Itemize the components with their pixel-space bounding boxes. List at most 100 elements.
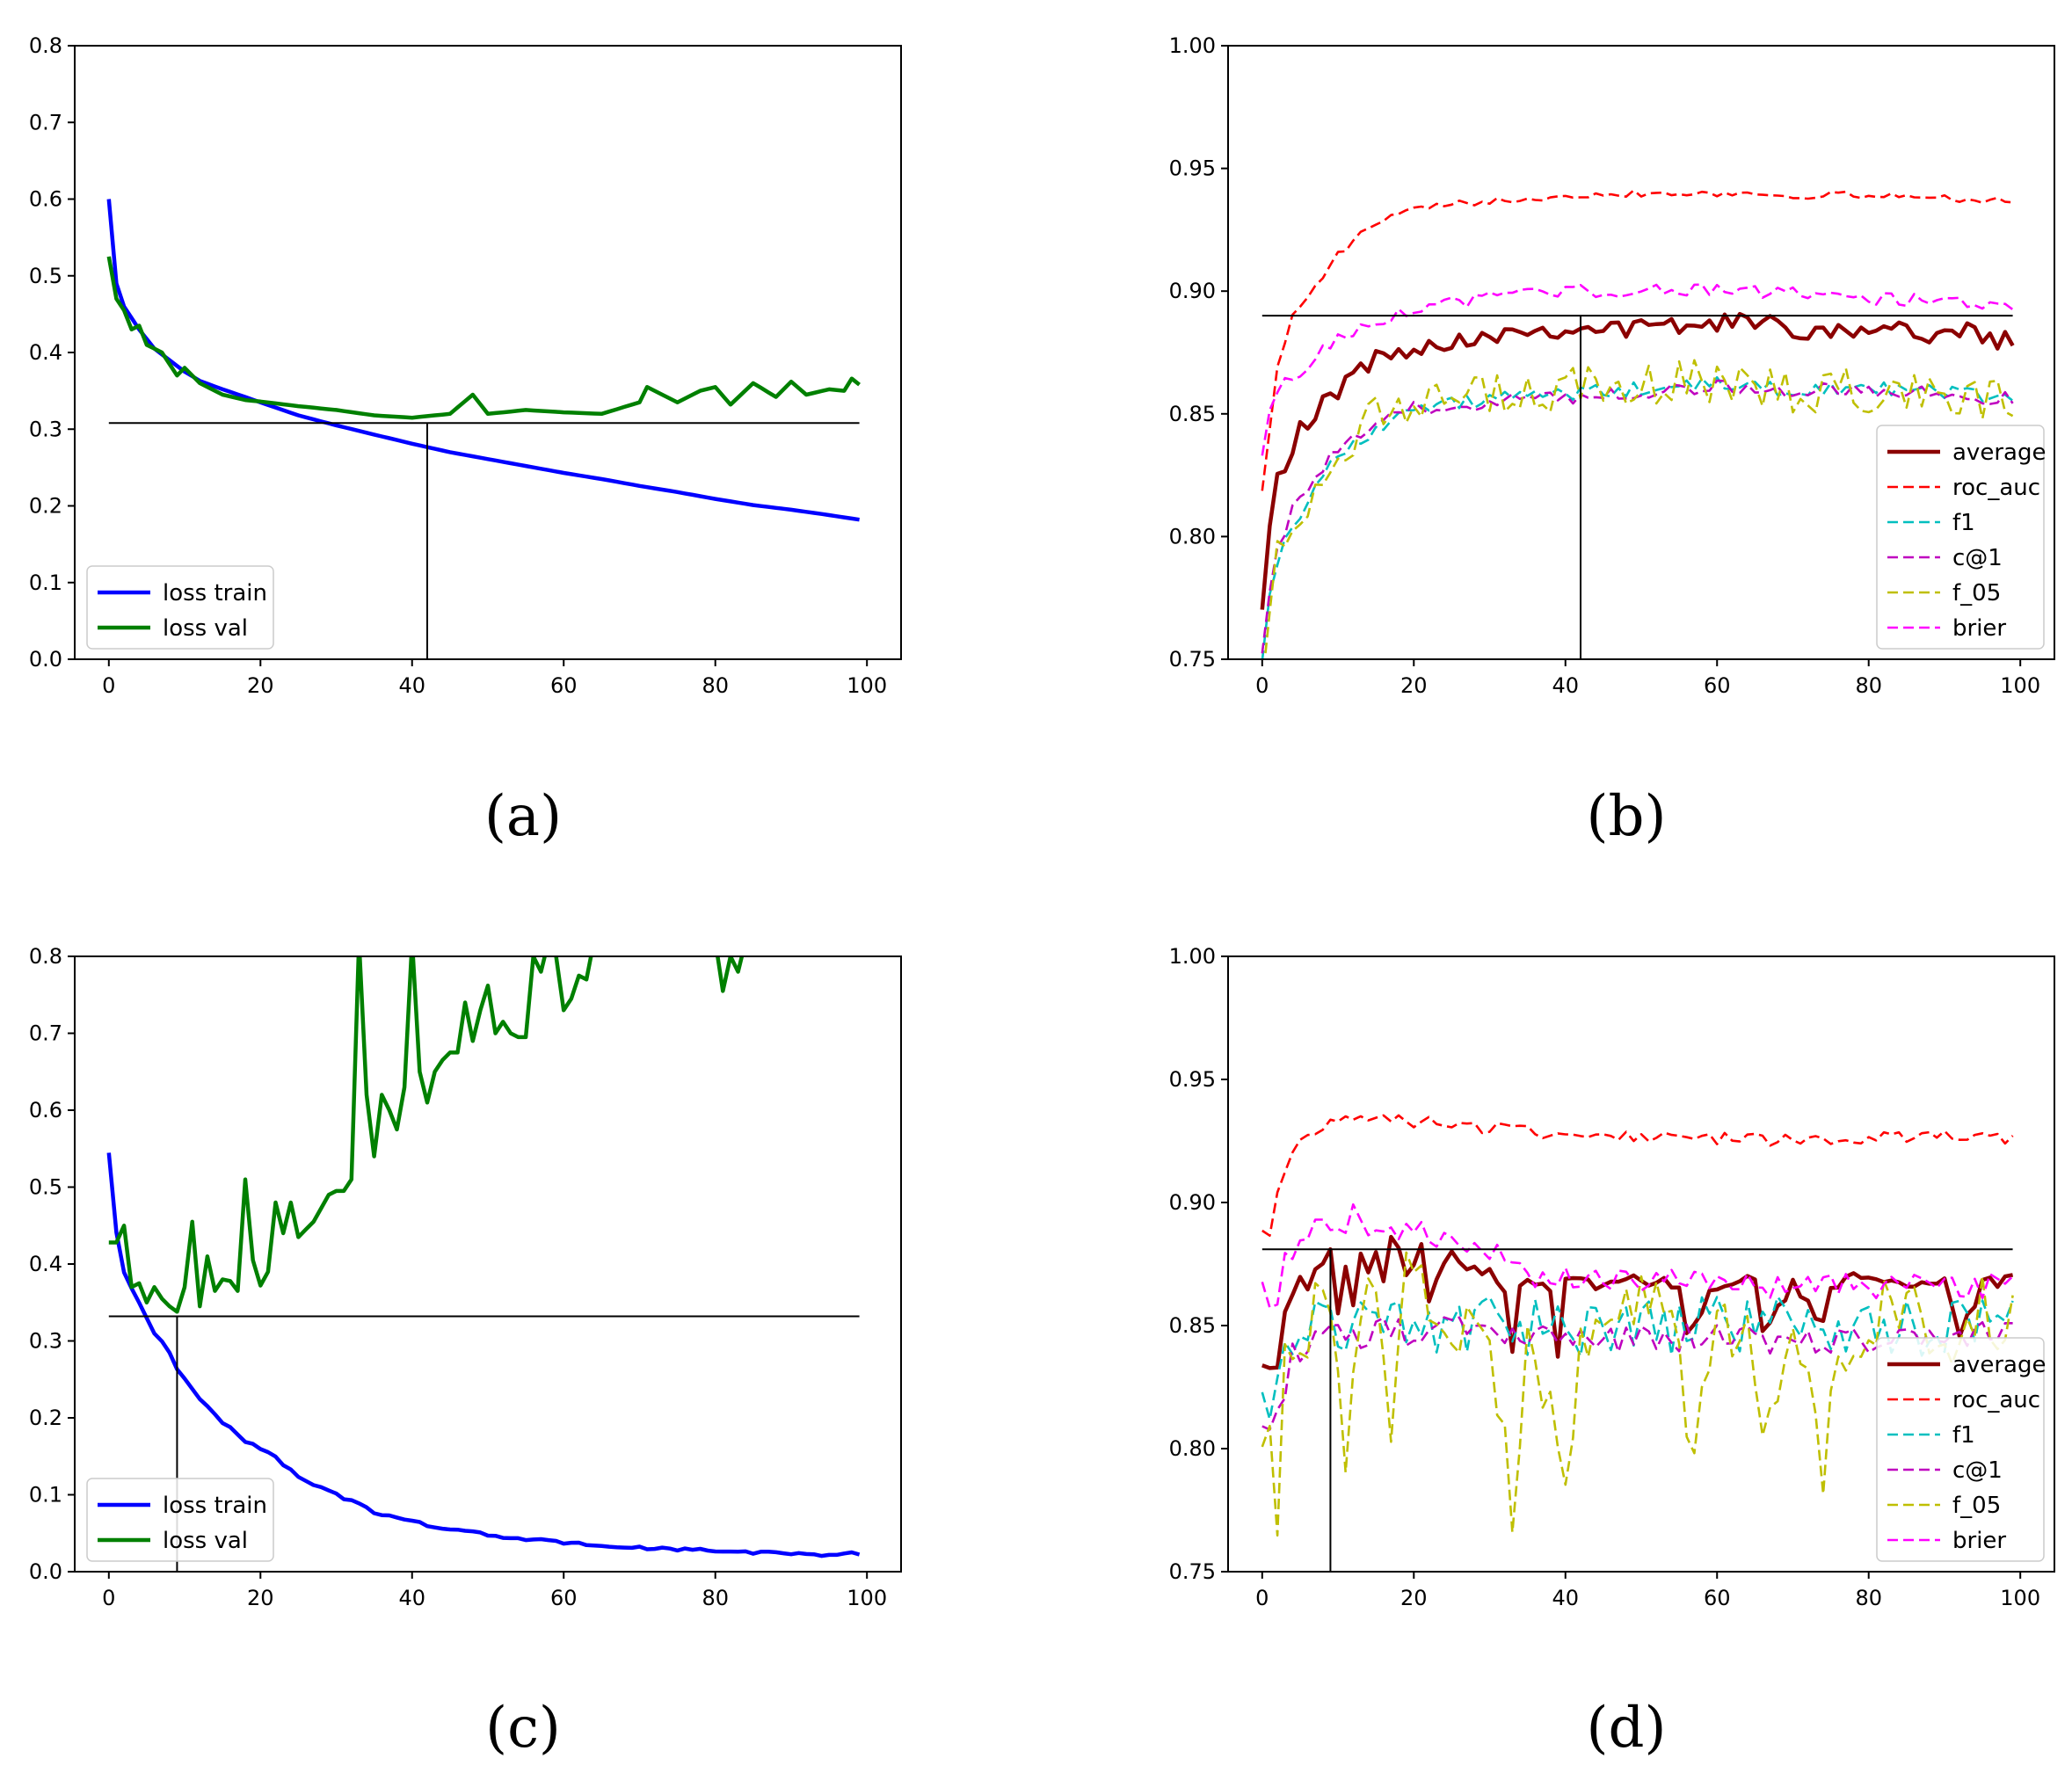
plot-area [75, 956, 901, 1572]
x-tick-label: 40 [1552, 1586, 1579, 1610]
x-tick-label: 100 [847, 1586, 887, 1610]
plot-series-group [106, 199, 861, 522]
legend-label: brier [1952, 1528, 2006, 1554]
x-tick-label: 100 [2000, 673, 2040, 698]
chart-panel-c: 0.0 0.1 0.2 0.3 0.4 0.5 0.6 0.7 0.8 0 20 40 60 80 100 l… [29, 944, 902, 1761]
panel-caption: (b) [1587, 784, 1667, 849]
legend-label: loss train [163, 1493, 267, 1519]
chart-panel-d: 0.75 0.80 0.85 0.90 0.95 1.00 0 20 40 60 80 100 aver… [1169, 944, 2055, 1761]
y-tick-label: 0.6 [29, 1098, 62, 1122]
y-tick-label: 0.5 [29, 264, 62, 288]
axes-frame [1227, 45, 2055, 660]
y-tick-label: 0.80 [1169, 524, 1216, 549]
legend-label: c@1 [1952, 1457, 2003, 1484]
series-line-loss-val [108, 956, 745, 1314]
x-tick-label: 80 [702, 673, 729, 698]
panel-caption: (d) [1587, 1696, 1667, 1761]
legend: loss train loss val [86, 1478, 274, 1562]
y-tick-label: 0.7 [29, 1021, 62, 1046]
chart-panel-a: 0.0 0.1 0.2 0.3 0.4 0.5 0.6 0.7 0.8 0 20 40 60 80 100 l… [29, 33, 902, 849]
series-line-roc-auc [1261, 1114, 2014, 1237]
y-tick-label: 0.75 [1169, 1559, 1216, 1584]
x-tick-label: 60 [1704, 673, 1731, 698]
series-line-loss-train [106, 199, 860, 522]
y-tick-label: 0.1 [29, 570, 62, 595]
series-line-brier [1261, 1202, 2014, 1309]
y-tick-label: 0.5 [29, 1175, 62, 1200]
legend-label: roc_auc [1952, 1387, 2040, 1413]
y-tick-label: 0.2 [29, 494, 62, 519]
y-tick-label: 0.0 [29, 1559, 62, 1584]
legend-label: brier [1952, 615, 2006, 642]
legend: loss train loss val [86, 565, 274, 650]
legend-label: c@1 [1952, 545, 2003, 571]
y-tick-label: 0.0 [29, 647, 62, 672]
series-line-loss-val [106, 256, 861, 420]
y-tick-label: 0.8 [29, 944, 62, 969]
x-tick-label: 0 [1255, 1586, 1269, 1610]
legend-label: f_05 [1952, 580, 2001, 607]
x-tick-label: 80 [702, 1586, 729, 1610]
legend-box [1876, 425, 2045, 650]
panel-caption: (c) [485, 1696, 561, 1761]
y-tick-label: 0.90 [1169, 279, 1216, 303]
chart-panel-b: 0.75 0.80 0.85 0.90 0.95 1.00 0 20 40 60 80 100 aver… [1169, 33, 2055, 849]
x-tick-label: 40 [398, 1586, 425, 1610]
y-tick-label: 0.4 [29, 340, 62, 365]
series-line-f-05 [1263, 359, 2014, 659]
x-tick-label: 80 [1855, 1586, 1882, 1610]
y-tick-label: 0.4 [29, 1252, 62, 1276]
y-tick-label: 0.85 [1169, 1313, 1216, 1338]
legend-label: loss val [163, 615, 248, 642]
x-tick-label: 40 [398, 673, 425, 698]
legend-label: f1 [1952, 1422, 1975, 1449]
series-line-average [1260, 311, 2015, 610]
y-tick-label: 0.85 [1169, 402, 1216, 426]
axes-frame [1227, 955, 2055, 1573]
legend-label: f_05 [1952, 1493, 2001, 1519]
y-tick-label: 0.90 [1169, 1190, 1216, 1215]
y-tick-label: 0.95 [1169, 1067, 1216, 1092]
plot-area [75, 46, 901, 659]
legend-label: roc_auc [1952, 475, 2040, 501]
x-tick-label: 100 [2000, 1586, 2040, 1610]
y-tick-label: 0.7 [29, 110, 62, 134]
y-tick-label: 0.2 [29, 1406, 62, 1430]
x-tick-label: 0 [102, 673, 115, 698]
x-tick-label: 20 [1400, 673, 1428, 698]
y-tick-label: 0.3 [29, 1329, 62, 1354]
plot-series-group [106, 956, 861, 1558]
y-tick-label: 0.1 [29, 1483, 62, 1508]
x-tick-label: 100 [847, 673, 887, 698]
y-tick-label: 0.6 [29, 187, 62, 212]
legend-label: loss val [163, 1528, 248, 1554]
series-line-f1 [1261, 375, 2014, 659]
x-tick-label: 60 [550, 1586, 578, 1610]
y-tick-label: 0.3 [29, 417, 62, 441]
x-tick-label: 80 [1855, 673, 1882, 698]
x-tick-label: 60 [1704, 1586, 1731, 1610]
y-tick-label: 1.00 [1169, 33, 1216, 58]
series-line-brier [1261, 283, 2014, 456]
y-tick-label: 0.95 [1169, 156, 1216, 181]
series-line-roc-auc [1261, 189, 2013, 491]
x-tick-label: 0 [102, 1586, 115, 1610]
legend-label: f1 [1952, 510, 1975, 536]
y-tick-label: 0.75 [1169, 647, 1216, 672]
legend-label: average [1952, 1352, 2046, 1378]
plot-series-group [1260, 189, 2015, 659]
x-tick-label: 40 [1552, 673, 1579, 698]
y-tick-label: 0.8 [29, 33, 62, 58]
series-line-average [1261, 1234, 2014, 1370]
x-tick-label: 0 [1255, 673, 1269, 698]
x-tick-label: 20 [247, 673, 274, 698]
legend-label: average [1952, 440, 2046, 466]
series-line-f1 [1261, 1295, 2014, 1420]
series-line-loss-train [106, 1152, 861, 1558]
x-tick-label: 20 [247, 1586, 274, 1610]
x-tick-label: 60 [550, 673, 578, 698]
x-tick-label: 20 [1400, 1586, 1428, 1610]
